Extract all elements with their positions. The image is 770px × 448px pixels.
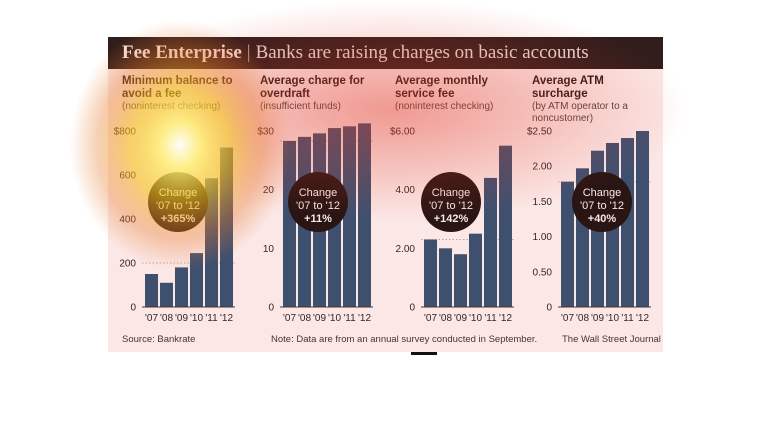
bar-chart-monthly-service-fee: 0 2.00 4.00 $6.00 '07'08'09'10'11'12 Change'0… xyxy=(390,127,514,324)
bar xyxy=(190,253,203,307)
bar xyxy=(439,248,452,307)
x-tick-label: '12 xyxy=(636,313,649,324)
x-tick-label: '10 xyxy=(469,313,482,324)
scroll-marker xyxy=(411,352,437,355)
y-tick-label: 0 xyxy=(268,303,274,314)
bar xyxy=(343,126,356,307)
change-bubble-period: '07 to '12 xyxy=(429,200,473,212)
y-tick-label: 200 xyxy=(119,259,136,270)
footer-note: Note: Data are from an annual survey con… xyxy=(271,334,538,345)
bar xyxy=(454,254,467,307)
panel-atm-surcharge: Average ATM surcharge (by ATM operator t… xyxy=(518,69,653,327)
change-bubble-value: +142% xyxy=(434,213,469,225)
y-tick-label: $2.50 xyxy=(527,127,552,138)
change-bubble-period: '07 to '12 xyxy=(580,200,624,212)
y-tick-label: 600 xyxy=(119,171,136,182)
bar xyxy=(283,140,296,307)
x-tick-label: '07 xyxy=(283,313,296,324)
bar xyxy=(636,131,649,307)
x-tick-label: '11 xyxy=(484,313,497,324)
bar xyxy=(358,123,371,307)
header-separator: | xyxy=(246,42,251,63)
x-tick-label: '12 xyxy=(499,313,512,324)
change-bubble-period: '07 to '12 xyxy=(296,200,340,212)
header-title: Fee Enterprise xyxy=(122,42,242,63)
x-tick-label: '08 xyxy=(298,313,311,324)
x-tick-label: '12 xyxy=(220,313,233,324)
x-tick-label: '07 xyxy=(145,313,158,324)
x-tick-label: '10 xyxy=(328,313,341,324)
bar xyxy=(424,239,437,307)
footer-source: Source: Bankrate xyxy=(122,334,196,345)
bar-chart-atm-surcharge: 0 0.50 1.00 1.50 2.00 $2.50 '07'08'09'10'11'12… xyxy=(527,127,651,324)
change-bubble-label: Change xyxy=(159,187,198,199)
x-tick-label: '09 xyxy=(454,313,467,324)
change-bubble-value: +40% xyxy=(588,213,617,225)
x-tick-label: '10 xyxy=(190,313,203,324)
bar-chart-minimum-balance: 0 200 400 600 $800 '07'08'09'10'11'12 Change'0… xyxy=(114,127,235,324)
x-tick-label: '07 xyxy=(561,313,574,324)
change-bubble-value: +365% xyxy=(161,213,196,225)
y-tick-label: 1.00 xyxy=(533,232,553,243)
header-subtitle: Banks are raising charges on basic accou… xyxy=(255,42,589,63)
y-tick-label: $800 xyxy=(114,127,137,138)
y-tick-label: 400 xyxy=(119,215,136,226)
y-tick-label: 4.00 xyxy=(396,185,416,196)
x-tick-label: '11 xyxy=(621,313,634,324)
footer-credit: The Wall Street Journal xyxy=(562,334,661,345)
y-tick-label: 0 xyxy=(130,303,136,314)
y-tick-label: 20 xyxy=(263,185,275,196)
header-bar: Fee Enterprise | Banks are raising charges… xyxy=(108,37,663,69)
x-tick-label: '11 xyxy=(205,313,218,324)
change-bubble-value: +11% xyxy=(304,213,332,225)
x-tick-label: '07 xyxy=(424,313,437,324)
bar xyxy=(484,177,497,307)
change-bubble-label: Change xyxy=(583,187,622,199)
panel-monthly-service-fee: Average monthly service fee (noninterest… xyxy=(381,69,516,327)
y-tick-label: 0 xyxy=(546,303,552,314)
y-tick-label: $30 xyxy=(257,127,274,138)
infographic: Fee Enterprise | Banks are raising charges… xyxy=(108,37,663,352)
x-tick-label: '09 xyxy=(313,313,326,324)
change-bubble-label: Change xyxy=(432,187,471,199)
y-tick-label: 1.50 xyxy=(533,197,553,208)
bar-chart-overdraft-charge: 0 10 20 $30 '07'08'09'10'11'12 Change'07 to '… xyxy=(257,123,373,324)
bar xyxy=(160,282,173,307)
x-tick-label: '11 xyxy=(343,313,356,324)
y-tick-label: $6.00 xyxy=(390,127,415,138)
x-tick-label: '09 xyxy=(175,313,188,324)
y-tick-label: 0 xyxy=(409,303,415,314)
x-tick-label: '08 xyxy=(576,313,589,324)
change-bubble-period: '07 to '12 xyxy=(156,200,200,212)
bar xyxy=(220,147,233,307)
bar xyxy=(145,274,158,307)
change-bubble-label: Change xyxy=(299,187,338,199)
bar xyxy=(175,267,188,307)
bar xyxy=(469,233,482,307)
y-tick-label: 2.00 xyxy=(533,162,553,173)
x-tick-label: '08 xyxy=(439,313,452,324)
x-tick-label: '08 xyxy=(160,313,173,324)
y-tick-label: 0.50 xyxy=(533,267,553,278)
bar xyxy=(499,145,512,307)
x-tick-label: '09 xyxy=(591,313,604,324)
panel-minimum-balance: Minimum balance to avoid a fee (noninter… xyxy=(108,69,243,327)
x-tick-label: '10 xyxy=(606,313,619,324)
panel-overdraft-charge: Average charge for overdraft (insufficie… xyxy=(246,69,381,327)
x-tick-label: '12 xyxy=(358,313,371,324)
y-tick-label: 10 xyxy=(263,244,275,255)
y-tick-label: 2.00 xyxy=(396,244,416,255)
